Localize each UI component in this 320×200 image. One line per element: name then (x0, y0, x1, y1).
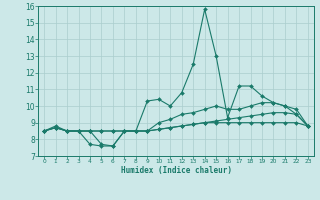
X-axis label: Humidex (Indice chaleur): Humidex (Indice chaleur) (121, 166, 231, 175)
